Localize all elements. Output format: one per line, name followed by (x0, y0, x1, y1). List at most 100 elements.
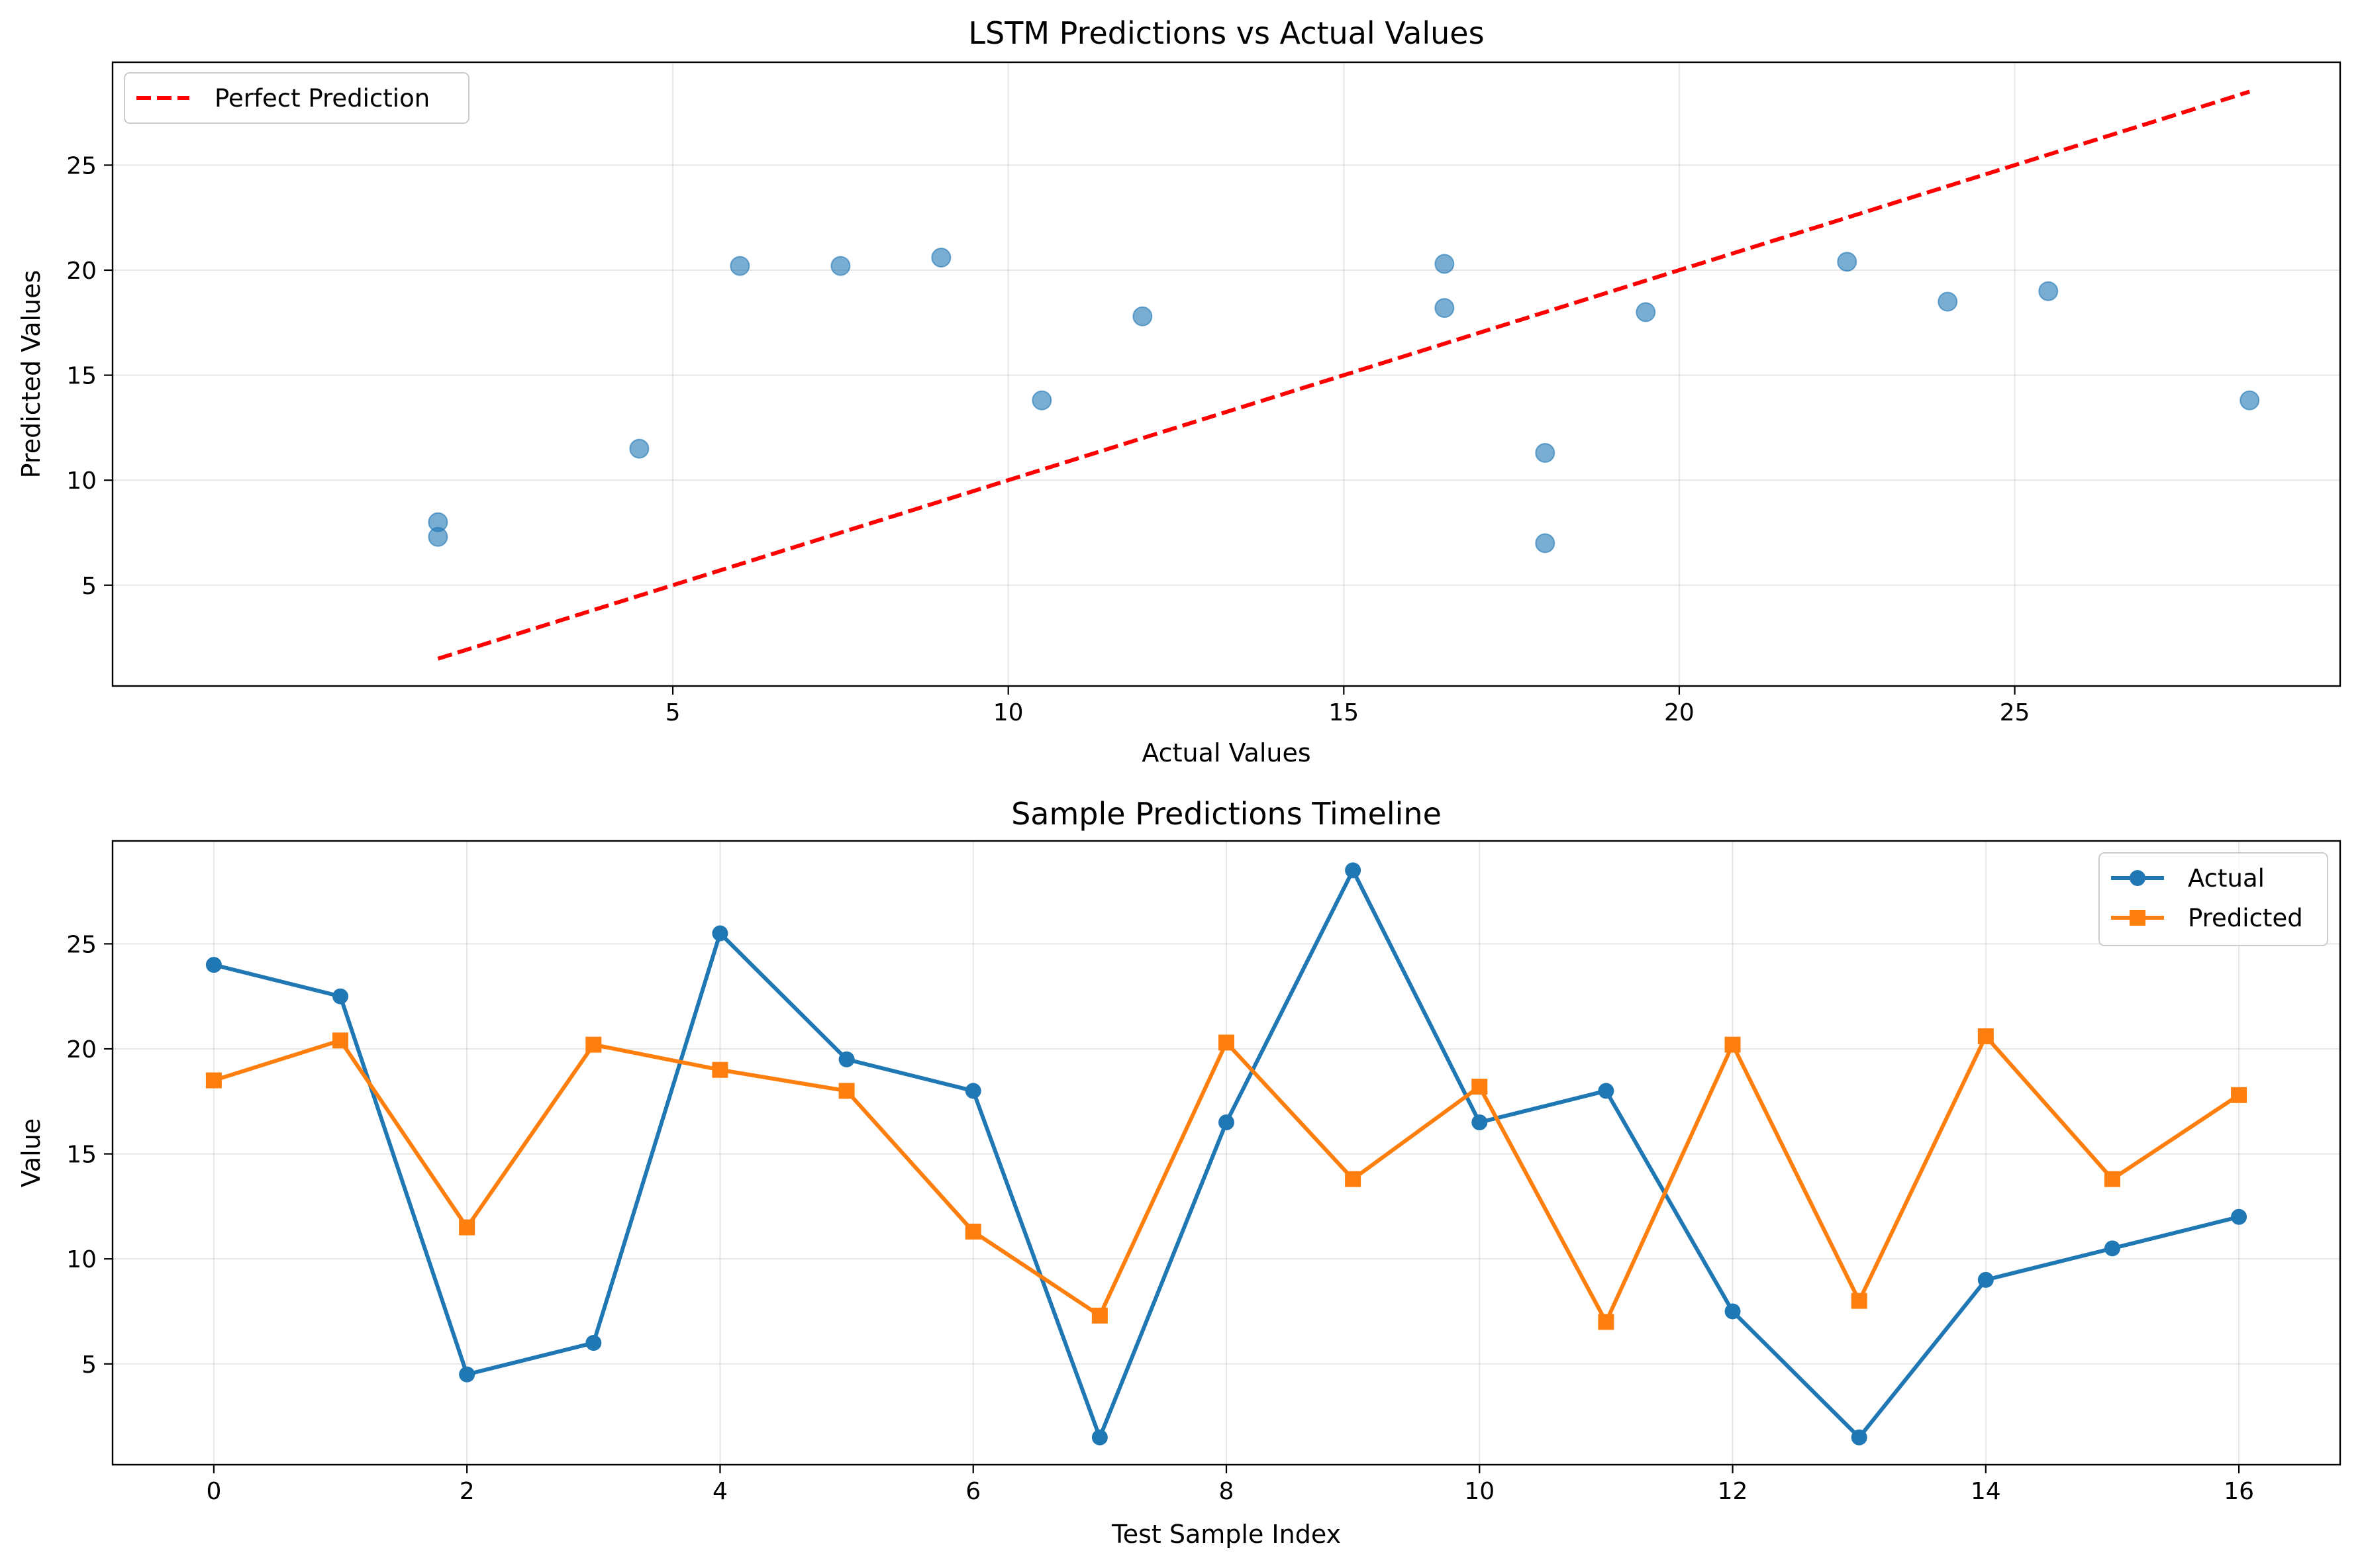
scatter-panel: LSTM Predictions vs Actual Values 5 10 15 2… (17, 15, 2341, 767)
scatter-x-tick-label: 10 (993, 699, 1024, 726)
timeline-x-tick-label: 14 (1971, 1478, 2001, 1505)
timeline-x-tick-label: 8 (1219, 1478, 1234, 1505)
scatter-y-tick-label: 20 (66, 258, 97, 285)
predicted-point (1977, 1028, 1994, 1044)
predicted-point (1345, 1171, 1361, 1187)
timeline-y-tick-label: 10 (66, 1246, 97, 1273)
timeline-x-tick-label: 2 (460, 1478, 475, 1505)
predicted-point (1471, 1079, 1488, 1095)
predicted-point (712, 1061, 728, 1078)
scatter-y-tick-label: 15 (66, 363, 97, 390)
predicted-point (1091, 1307, 1108, 1324)
timeline-x-tick-label: 4 (713, 1478, 728, 1505)
scatter-legend-box (124, 72, 469, 124)
predicted-legend-marker (2130, 910, 2145, 926)
actual-legend-marker (2130, 870, 2145, 886)
scatter-reference-layer (437, 89, 2251, 661)
actual-point (1724, 1303, 1741, 1320)
actual-legend-label: Actual (2188, 864, 2265, 893)
predicted-point (1851, 1293, 1867, 1309)
actual-point (1851, 1429, 1867, 1446)
timeline-x-tick-label: 0 (206, 1478, 221, 1505)
scatter-point (1535, 442, 1555, 463)
scatter-points-layer (428, 247, 2260, 554)
timeline-y-tick-label: 5 (81, 1351, 97, 1379)
scatter-y-tick-label: 25 (66, 152, 97, 179)
predicted-point (1598, 1314, 1614, 1330)
scatter-plot-frame (111, 61, 2341, 687)
predicted-point (2231, 1087, 2247, 1103)
perfect-prediction-line (437, 89, 2251, 661)
scatter-point (1132, 306, 1153, 326)
timeline-legend: Actual Predicted (2098, 852, 2328, 946)
predicted-point (459, 1219, 475, 1236)
predicted-point (838, 1083, 855, 1099)
timeline-y-tick-label: 25 (66, 931, 97, 958)
actual-point (712, 925, 728, 942)
predicted-point (1218, 1034, 1234, 1051)
scatter-point (1636, 302, 1656, 322)
timeline-ticks: 0 2 4 6 8 10 12 14 16 5 10 15 20 25 (66, 931, 2254, 1505)
scatter-y-tick-label: 10 (66, 467, 97, 495)
actual-point (205, 957, 222, 973)
predicted-point (1724, 1036, 1741, 1053)
actual-point (2104, 1240, 2120, 1257)
perfect-prediction-legend-label: Perfect Prediction (215, 84, 430, 113)
scatter-point (1032, 390, 1052, 411)
scatter-legend: Perfect Prediction (124, 72, 469, 124)
scatter-point (2239, 390, 2260, 411)
actual-point (2231, 1208, 2247, 1225)
actual-point (1471, 1114, 1488, 1131)
scatter-y-axis-label: Predicted Values (17, 270, 46, 479)
timeline-title: Sample Predictions Timeline (1011, 796, 1442, 832)
actual-point (838, 1051, 855, 1067)
actual-point (1091, 1429, 1108, 1446)
timeline-x-axis-label: Test Sample Index (1111, 1520, 1341, 1549)
scatter-point (428, 512, 448, 532)
scatter-point (931, 247, 952, 268)
predicted-point (965, 1223, 981, 1240)
scatter-point (1535, 533, 1555, 554)
timeline-series-layer (205, 862, 2247, 1446)
timeline-x-tick-label: 10 (1464, 1478, 1495, 1505)
predicted-legend-label: Predicted (2188, 904, 2303, 932)
scatter-ticks: 5 10 15 20 25 5 10 15 20 25 (66, 152, 2030, 726)
scatter-point (1837, 252, 1857, 272)
predicted-point (585, 1036, 602, 1053)
scatter-x-tick-label: 5 (665, 699, 681, 726)
predicted-point (205, 1072, 222, 1089)
actual-point (1218, 1114, 1234, 1131)
actual-point (1977, 1271, 1994, 1288)
timeline-x-tick-label: 16 (2224, 1478, 2254, 1505)
actual-point (1345, 862, 1361, 879)
scatter-y-tick-label: 5 (81, 573, 97, 600)
actual-point (585, 1335, 602, 1351)
scatter-x-tick-label: 15 (1328, 699, 1359, 726)
timeline-y-axis-label: Value (17, 1118, 46, 1187)
actual-point (965, 1083, 981, 1099)
timeline-y-tick-label: 20 (66, 1036, 97, 1063)
scatter-point (830, 256, 851, 276)
scatter-title: LSTM Predictions vs Actual Values (968, 15, 1484, 51)
scatter-x-axis-label: Actual Values (1142, 738, 1310, 767)
actual-point (332, 988, 349, 1004)
scatter-point (2038, 281, 2059, 301)
timeline-panel: Sample Predictions Timeline 0 2 4 6 8 10 12 14 1… (17, 796, 2341, 1549)
scatter-point (1434, 298, 1455, 318)
scatter-point (1938, 291, 1958, 312)
predicted-point (332, 1032, 349, 1049)
timeline-grid (113, 841, 2340, 1465)
timeline-x-tick-label: 12 (1718, 1478, 1748, 1505)
timeline-y-tick-label: 15 (66, 1142, 97, 1169)
scatter-x-tick-label: 20 (1664, 699, 1695, 726)
scatter-point (629, 438, 650, 459)
scatter-point (1434, 254, 1455, 274)
scatter-point (730, 256, 750, 276)
actual-point (459, 1366, 475, 1383)
actual-point (1598, 1083, 1614, 1099)
scatter-x-tick-label: 25 (2000, 699, 2030, 726)
predicted-point (2104, 1171, 2120, 1187)
timeline-x-tick-label: 6 (965, 1478, 981, 1505)
